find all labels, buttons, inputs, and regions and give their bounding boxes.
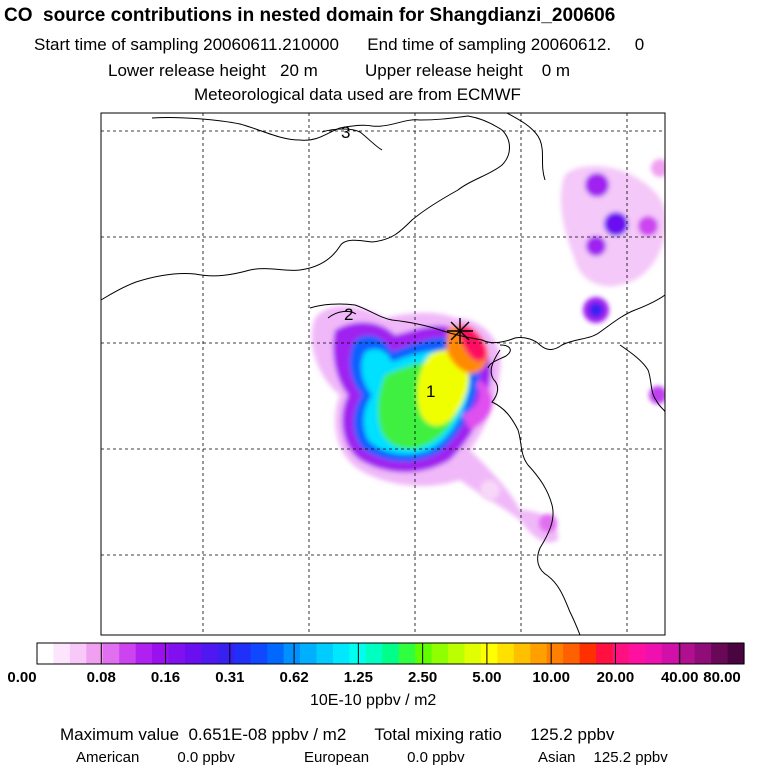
colorbar-cell <box>513 643 531 664</box>
colorbar-cell <box>661 643 679 664</box>
colorbar-cell <box>86 643 104 664</box>
colorbar-cell <box>332 643 350 664</box>
colorbar-cell <box>69 643 87 664</box>
colorbar-label: 1.25 <box>343 669 373 686</box>
map-title: CO source contributions in nested domain… <box>4 5 616 26</box>
colorbar-cell <box>168 643 186 664</box>
contour-label-2: 2 <box>344 305 353 324</box>
colorbar-label: 0.62 <box>279 669 309 686</box>
colorbar-cell <box>497 643 515 664</box>
american-label: American <box>76 749 140 766</box>
contour-lines <box>321 128 383 319</box>
asian-label: Asian <box>538 749 576 766</box>
colorbar-cell <box>727 643 745 664</box>
colorbar-cell <box>37 643 55 664</box>
colorbar-cell <box>365 643 383 664</box>
colorbar-cell <box>102 643 120 664</box>
colorbar-cells <box>37 643 745 664</box>
contour-label-1: 1 <box>426 382 435 401</box>
american-contribution: American 0.0 ppbv <box>76 750 235 765</box>
european-label: European <box>304 749 370 766</box>
colorbar-cell <box>119 643 137 664</box>
asian-value: 125.2 ppbv <box>593 749 668 766</box>
colorbar-cell <box>53 643 71 664</box>
colorbar-cell <box>645 643 663 664</box>
european-contribution: European 0.0 ppbv <box>304 750 465 765</box>
colorbar-cell <box>464 643 482 664</box>
colorbar-label: 0.31 <box>215 669 245 686</box>
graticule <box>101 113 665 635</box>
colorbar-cell <box>480 643 498 664</box>
colorbar-cell <box>316 643 334 664</box>
colorbar-cell <box>530 643 548 664</box>
colorbar-cell <box>382 643 400 664</box>
maximum-and-total: Maximum value 0.651E-08 ppbv / m2 Total … <box>60 725 615 744</box>
contour-label-3: 3 <box>341 123 350 142</box>
colorbar-cell <box>415 643 433 664</box>
map-frame <box>100 112 666 636</box>
colorbar-cell <box>184 643 203 664</box>
colorbar-cell <box>234 643 252 664</box>
sampling-times: Start time of sampling 20060611.210000 E… <box>34 35 645 54</box>
release-heights: Lower release height 20 m Upper release … <box>108 61 571 80</box>
colorbar-label: 5.00 <box>472 669 502 686</box>
plume-east-trail <box>462 380 493 430</box>
colorbar-label: 10.00 <box>532 669 570 686</box>
colorbar-frame <box>36 642 745 665</box>
colorbar-cell <box>201 643 219 664</box>
colorbar-cell <box>448 643 466 664</box>
colorbar-cell <box>546 643 564 664</box>
colorbar-cell <box>596 643 614 664</box>
colorbar-cell <box>250 643 268 664</box>
colorbar-cell <box>217 643 235 664</box>
colorbar-label: 80.00 <box>703 669 741 686</box>
colorbar-ticks <box>100 643 681 664</box>
american-value: 0.0 ppbv <box>177 749 235 766</box>
colorbar-label: 2.50 <box>408 669 438 686</box>
european-value: 0.0 ppbv <box>407 749 465 766</box>
colorbar-label: 0.00 <box>7 669 37 686</box>
ne-patches <box>480 159 665 532</box>
colorbar-cell <box>431 643 449 664</box>
asian-contribution: Asian 125.2 ppbv <box>538 750 668 765</box>
colorbar-cell <box>563 643 581 664</box>
colorbar-label: 20.00 <box>596 669 635 686</box>
colorbar-cell <box>135 643 153 664</box>
colorbar-cell <box>300 643 318 664</box>
plume-yellow <box>417 349 470 426</box>
colorbar-cell <box>612 643 630 664</box>
colorbar-label: 40.00 <box>660 669 699 686</box>
plume-red <box>458 325 488 362</box>
colorbar-units: 10E-10 ppbv / m2 <box>310 692 437 709</box>
colorbar-cell <box>711 643 729 664</box>
coastlines <box>101 113 665 635</box>
meteorology-source: Meteorological data used are from ECMWF <box>194 85 521 104</box>
colorbar-label: 0.16 <box>150 669 181 686</box>
colorbar-label: 0.08 <box>86 669 116 686</box>
colorbar-cell <box>152 643 170 664</box>
colorbar-cell <box>267 643 285 664</box>
colorbar-cell <box>398 643 416 664</box>
colorbar-cell <box>283 643 301 664</box>
colorbar-cell <box>628 643 646 664</box>
colorbar-cell <box>579 643 597 664</box>
colorbar-cell <box>694 643 712 664</box>
receptor-star-icon <box>447 318 473 344</box>
colorbar-cell <box>678 643 696 664</box>
